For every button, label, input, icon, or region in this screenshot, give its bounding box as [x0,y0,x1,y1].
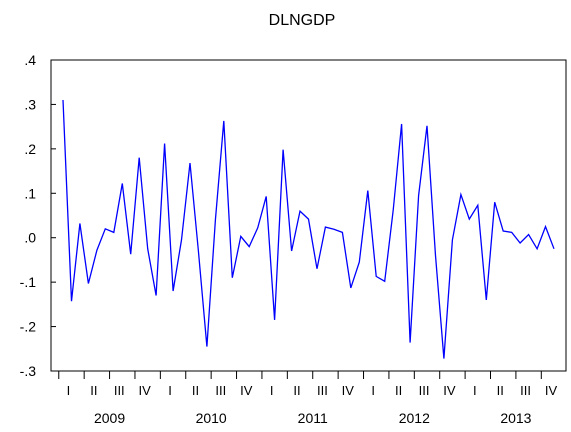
plot-frame [50,59,567,372]
y-axis: .4 .3 .2 .1 .0 -.1 -.2 -.3 [20,52,56,379]
x-year-label: 2010 [196,410,227,426]
y-tick-label: .3 [24,96,36,112]
x-quarter-label: II [90,383,97,398]
y-tick-label: .1 [24,185,36,201]
x-quarter-label: III [114,383,125,398]
y-tick-label: -.1 [20,274,37,290]
x-quarter-label: I [473,383,477,398]
x-quarter-label: IV [139,383,152,398]
x-quarter-label: II [293,383,300,398]
x-quarter-label: III [520,383,531,398]
x-year-label: 2011 [298,410,328,426]
x-quarter-label: IV [342,383,355,398]
x-quarter-label: III [215,383,226,398]
y-tick-label: .0 [24,230,36,246]
x-quarter-label: I [270,383,274,398]
y-tick-label: -.3 [20,363,37,379]
series-layer [62,99,555,359]
x-quarter-label: IV [545,383,558,398]
x-quarter-label: IV [240,383,253,398]
chart-title: DLNGDP [269,12,336,29]
x-quarter-label: II [395,383,402,398]
x-year-label: 2012 [399,410,430,426]
y-tick-label: .4 [24,52,36,68]
y-tick-label: -.2 [20,319,37,335]
x-quarter-label: III [419,383,430,398]
y-tick-label: .2 [24,141,36,157]
series-line [62,99,555,359]
x-year-label: 2009 [94,410,125,426]
x-quarter-label: II [192,383,199,398]
x-quarter-label: II [497,383,504,398]
x-quarter-label: I [168,383,172,398]
x-quarter-label: IV [443,383,456,398]
x-quarter-label: III [317,383,328,398]
x-axis: I II III IV I II III IV I II III IV I II III IV I II III IV… [58,371,558,426]
x-quarter-label: I [67,383,71,398]
x-quarter-label: I [371,383,375,398]
x-year-label: 2013 [500,410,531,426]
